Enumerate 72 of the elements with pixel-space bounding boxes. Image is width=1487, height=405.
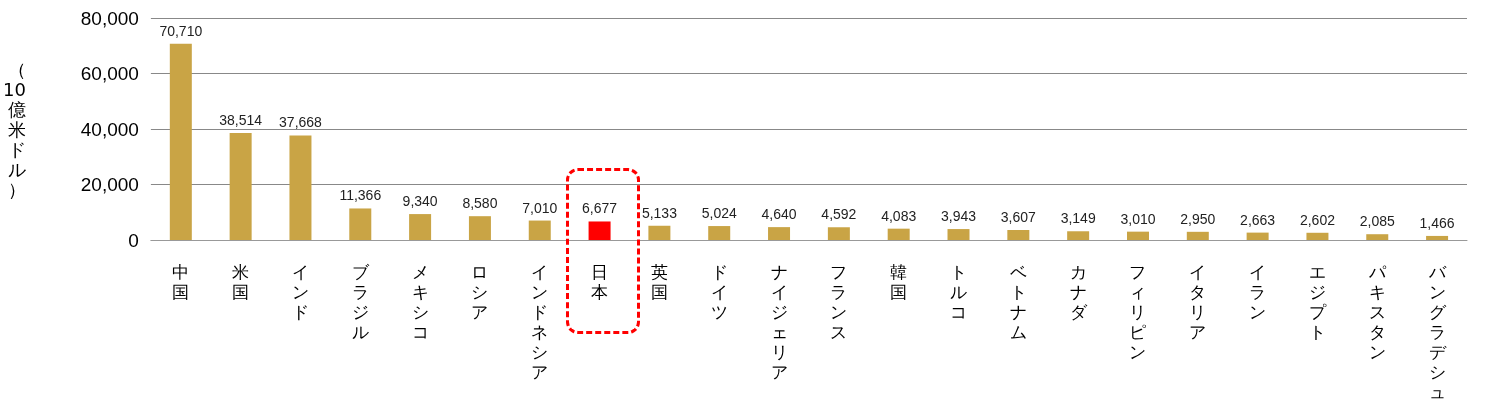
data-label: 1,466 [1419,214,1455,231]
x-tick-label: 中国 [172,262,190,302]
bar [588,221,611,240]
data-label: 9,340 [402,193,438,210]
x-tick-label: カナダ [1069,262,1088,322]
data-label: 3,010 [1120,210,1156,227]
bar [289,135,312,240]
x-tick-label: フィリピン [1129,262,1147,362]
x-tick-label: ロシア [471,262,489,322]
data-label: 3,607 [1000,208,1037,225]
data-label: 2,085 [1359,213,1395,230]
data-label: 3,149 [1060,210,1096,227]
bar [229,133,252,240]
bar [887,228,910,240]
data-label: 4,640 [761,206,797,223]
bar [1306,232,1329,240]
data-label: 2,950 [1180,210,1216,227]
bar [1186,231,1209,240]
bar [768,227,791,240]
x-tick-label: 英国 [650,262,668,302]
bar [1126,231,1149,240]
x-tick-label: ブラジル [351,262,370,342]
x-tick-label: メキシコ [411,262,429,342]
y-tick-label: 60,000 [80,63,139,84]
data-label: 6,677 [582,200,618,217]
bar [468,216,491,240]
data-label: 5,024 [701,205,737,222]
y-tick-label: 0 [128,229,139,251]
data-label: 2,602 [1299,211,1336,228]
data-label: 5,133 [641,204,678,221]
x-tick-label: インドネシア [531,262,549,382]
bar [1067,231,1090,240]
bar [528,220,551,240]
x-tick-label: イラン [1249,262,1267,322]
x-tick-label: 韓国 [890,262,908,302]
x-tick-label: エジプト [1308,262,1327,342]
data-label: 37,668 [279,114,323,131]
data-label: 7,010 [522,199,558,216]
y-tick-label: 20,000 [80,174,139,195]
bar [169,43,192,240]
bar [1007,229,1030,240]
bar [947,229,970,240]
bar [708,226,731,240]
data-label: 38,514 [219,112,263,129]
x-tick-label: 日本 [591,262,609,302]
data-label: 2,663 [1240,211,1276,228]
x-tick-label: ドイツ [710,262,728,322]
data-label: 70,710 [159,22,203,39]
x-tick-label: パキスタン [1367,262,1387,362]
x-tick-label: トルコ [950,262,968,322]
y-tick-label: 40,000 [80,118,139,140]
bar [409,214,432,240]
bar [827,227,850,240]
y-tick-label: 80,000 [80,7,139,29]
x-tick-label: 米国 [232,262,250,302]
bar [1426,235,1449,240]
data-label: 3,943 [940,208,977,225]
bar [1366,234,1389,240]
x-tick-label: フランス [830,262,848,342]
x-tick-label: ナイジェリア [770,262,788,382]
data-label: 11,366 [339,187,382,204]
bar [648,225,671,240]
bar [1246,232,1269,240]
x-tick-label: イタリア [1189,262,1207,342]
x-tick-label: ベトナム [1009,262,1027,342]
y-axis-title: （10億米ドル） [3,58,26,200]
x-tick-label: インド [291,262,309,322]
x-tick-label: バングラデシュ [1427,262,1447,402]
data-label: 4,592 [821,206,857,223]
data-label: 4,083 [881,207,917,224]
bar [349,208,372,240]
data-label: 8,580 [462,195,498,212]
